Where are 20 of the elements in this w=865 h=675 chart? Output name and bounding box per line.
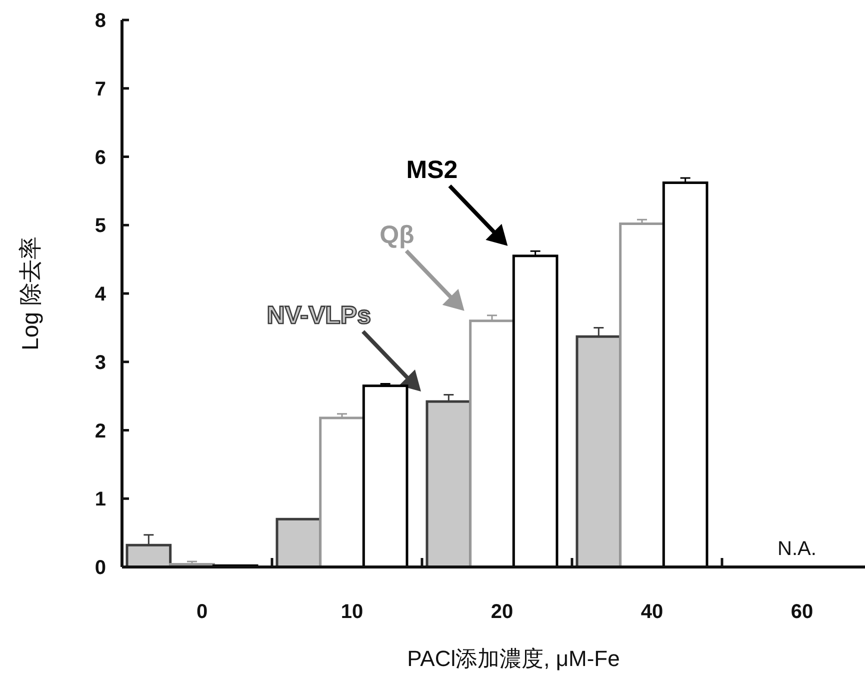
y-tick-label: 1 <box>94 488 106 511</box>
y-tick-label: 7 <box>94 78 106 100</box>
x-tick-label: 10 <box>340 601 364 623</box>
y-tick-label: 6 <box>94 146 106 169</box>
x-tick-label: 40 <box>640 601 664 623</box>
text: NV-VLPs <box>266 302 371 330</box>
x-tick-label: 60 <box>790 601 814 623</box>
y-tick-label: 3 <box>94 352 106 374</box>
y-tick-label: 8 <box>94 10 106 32</box>
text: MS2 <box>406 156 458 184</box>
y-tick-label: 2 <box>94 420 106 442</box>
x-tick-label: 20 <box>490 601 514 623</box>
y-tick-label: 4 <box>94 284 107 306</box>
x-axis-title: PACl添加濃度, μM-Fe <box>407 646 620 671</box>
y-tick-label: 0 <box>94 557 106 579</box>
y-tick-label: 5 <box>94 215 106 238</box>
y-axis-title: Log 除去率 <box>17 236 43 350</box>
text: Qβ <box>380 220 414 249</box>
annotation: N.A. <box>778 538 816 560</box>
x-tick-label: 0 <box>196 601 208 623</box>
